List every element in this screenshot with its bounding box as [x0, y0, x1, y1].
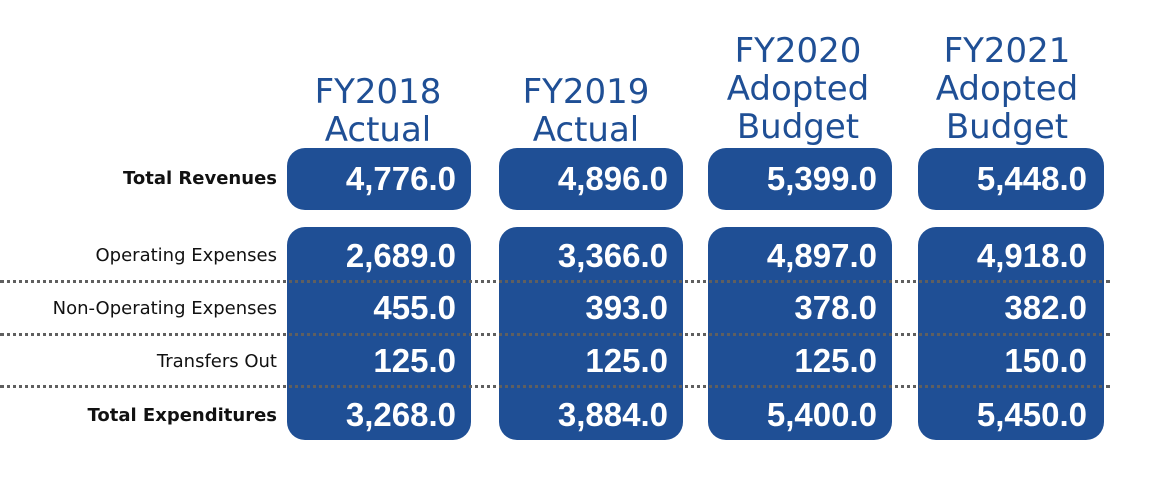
value-total-expenditures-fy2020: 5,400.0 [766, 396, 877, 433]
revenue-box-fy2019 [499, 148, 683, 210]
value-non-operating-expenses-fy2021: 382.0 [1004, 289, 1087, 326]
column-header-line2: Actual [532, 110, 640, 150]
column-header-line1: FY2020 [734, 31, 862, 71]
value-total-revenues-fy2021: 5,448.0 [976, 160, 1087, 197]
row-label-total-revenues: Total Revenues [122, 168, 277, 189]
value-transfers-out-fy2021: 150.0 [1004, 342, 1087, 379]
value-transfers-out-fy2020: 125.0 [794, 342, 877, 379]
column-header-line1: FY2019 [522, 72, 650, 112]
value-non-operating-expenses-fy2018: 455.0 [373, 289, 456, 326]
value-transfers-out-fy2018: 125.0 [373, 342, 456, 379]
row-label-non-operating-expenses: Non-Operating Expenses [52, 298, 277, 319]
column-header-fy2018: FY2018 Actual [278, 73, 478, 149]
value-total-expenditures-fy2019: 3,884.0 [557, 396, 668, 433]
row-separator [0, 333, 1110, 336]
value-total-revenues-fy2020: 5,399.0 [766, 160, 877, 197]
value-operating-expenses-fy2018: 2,689.0 [345, 237, 456, 274]
column-header-line2: Adopted [935, 69, 1079, 109]
revenue-box-fy2020 [708, 148, 892, 210]
row-separator [0, 385, 1110, 388]
value-total-revenues-fy2018: 4,776.0 [345, 160, 456, 197]
column-header-fy2019: FY2019 Actual [486, 73, 686, 149]
row-label-total-expenditures: Total Expenditures [87, 405, 277, 426]
value-operating-expenses-fy2019: 3,366.0 [557, 237, 668, 274]
column-header-fy2021: FY2021 Adopted Budget [907, 32, 1107, 146]
column-header-line3: Budget [945, 107, 1069, 147]
value-operating-expenses-fy2020: 4,897.0 [766, 237, 877, 274]
column-header-line1: FY2021 [943, 31, 1071, 71]
column-header-fy2020: FY2020 Adopted Budget [698, 32, 898, 146]
value-non-operating-expenses-fy2019: 393.0 [585, 289, 668, 326]
row-label-operating-expenses: Operating Expenses [95, 245, 277, 266]
column-header-line3: Budget [736, 107, 860, 147]
revenue-box-fy2021 [918, 148, 1104, 210]
value-total-expenditures-fy2021: 5,450.0 [976, 396, 1087, 433]
row-separator [0, 280, 1110, 283]
revenue-box-fy2018 [287, 148, 471, 210]
value-operating-expenses-fy2021: 4,918.0 [976, 237, 1087, 274]
column-header-line2: Actual [324, 110, 432, 150]
value-transfers-out-fy2019: 125.0 [585, 342, 668, 379]
row-label-transfers-out: Transfers Out [156, 351, 277, 372]
value-total-expenditures-fy2018: 3,268.0 [345, 396, 456, 433]
value-non-operating-expenses-fy2020: 378.0 [794, 289, 877, 326]
column-header-line1: FY2018 [314, 72, 442, 112]
value-total-revenues-fy2019: 4,896.0 [557, 160, 668, 197]
column-header-line2: Adopted [726, 69, 870, 109]
